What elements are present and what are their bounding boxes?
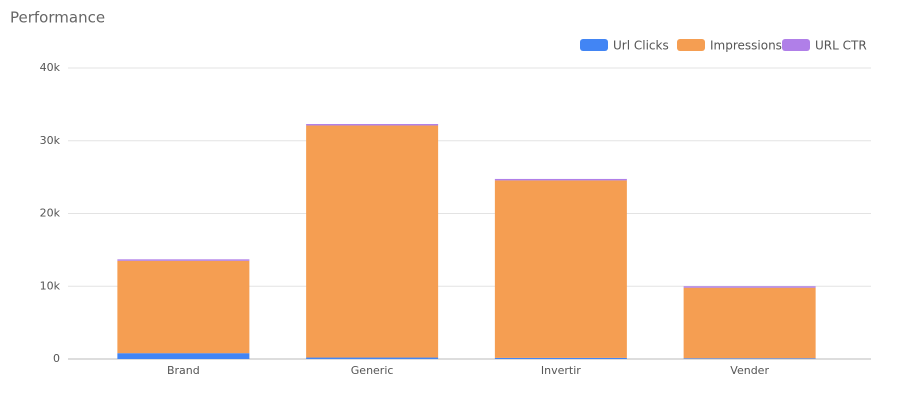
bar-segment <box>683 358 816 359</box>
bar-segment <box>683 287 816 359</box>
legend-label: URL CTR <box>815 39 867 53</box>
bar-segment <box>117 260 250 354</box>
bar-segment <box>683 286 816 288</box>
bar-segment <box>306 124 439 126</box>
bar-segment <box>306 357 439 359</box>
legend-swatch <box>782 39 810 51</box>
bar-segment <box>117 353 250 359</box>
bar-segment <box>117 259 250 261</box>
x-tick-label: Brand <box>167 364 200 377</box>
legend-swatch <box>677 39 705 51</box>
chart-title: Performance <box>10 9 105 27</box>
y-tick-label: 10k <box>40 279 61 292</box>
y-tick-label: 0 <box>53 352 60 365</box>
legend-label: Url Clicks <box>613 39 669 53</box>
x-tick-label: Vender <box>730 364 769 377</box>
bar-segment <box>494 178 627 181</box>
bar-segment <box>494 180 627 358</box>
x-tick-label: Invertir <box>541 364 581 377</box>
legend-swatch <box>580 39 608 51</box>
y-tick-label: 40k <box>40 61 61 74</box>
x-tick-label: Generic <box>351 364 394 377</box>
y-tick-label: 20k <box>40 207 61 220</box>
bar-segment <box>306 125 439 358</box>
y-tick-label: 30k <box>40 134 61 147</box>
bar-segment <box>494 357 627 359</box>
legend-label: Impressions <box>710 39 782 53</box>
